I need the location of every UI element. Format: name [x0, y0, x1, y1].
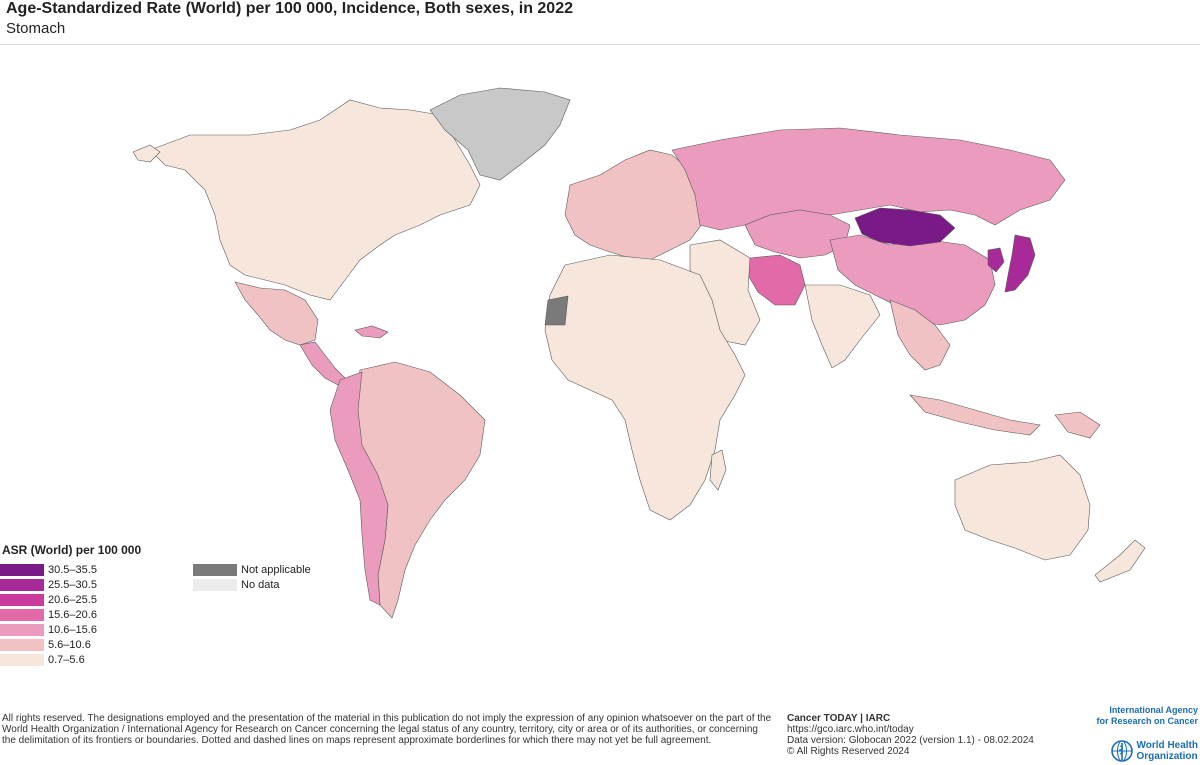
legend-label: Not applicable — [241, 563, 311, 576]
legend-row-5: 10.6–15.6 — [0, 623, 97, 636]
who-logo-text: World Health Organization — [1137, 740, 1198, 762]
legend-label: 5.6–10.6 — [48, 638, 91, 651]
legend-swatch — [0, 608, 44, 621]
iarc-logo-line-2: for Research on Cancer — [1096, 716, 1198, 726]
legend-row-6: 5.6–10.6 — [0, 638, 91, 651]
legend-swatch — [0, 638, 44, 651]
logos: International Agency for Research on Can… — [1096, 705, 1198, 763]
iarc-logo: International Agency for Research on Can… — [1096, 705, 1198, 727]
legend-swatch — [193, 578, 237, 591]
legend-row-2: 25.5–30.5 — [0, 578, 97, 591]
legend-swatch — [0, 563, 44, 576]
legend-label: 10.6–15.6 — [48, 623, 97, 636]
legend-label: No data — [241, 578, 280, 591]
world-map — [132, 87, 1146, 619]
legend-label: 15.6–20.6 — [48, 608, 97, 621]
region-caribbean — [354, 325, 389, 339]
footer-source: Cancer TODAY | IARC https://gco.iarc.who… — [787, 713, 1087, 757]
legend-row-4: 15.6–20.6 — [0, 608, 97, 621]
legend-swatch — [0, 653, 44, 666]
iarc-logo-line-1: International Agency — [1109, 705, 1198, 715]
region-mexico — [234, 281, 319, 346]
region-mongolia — [854, 207, 956, 247]
region-korea — [987, 247, 1005, 273]
legend-swatch — [0, 578, 44, 591]
source-url[interactable]: https://gco.iarc.who.int/today — [787, 724, 914, 735]
region-europe — [564, 149, 706, 261]
who-logo-line-2: Organization — [1136, 751, 1198, 762]
region-southeast-asia — [889, 299, 951, 371]
legend-swatch — [0, 593, 44, 606]
source-brand: Cancer TODAY | IARC — [787, 713, 891, 724]
legend-swatch — [193, 563, 237, 576]
region-central-america — [299, 341, 346, 386]
region-north-america — [149, 99, 481, 301]
region-western-sahara — [544, 295, 569, 326]
region-indonesia — [909, 394, 1041, 436]
region-japan — [1004, 234, 1036, 293]
region-alaska-west — [132, 144, 161, 163]
data-version: Data version: Globocan 2022 (version 1.1… — [787, 735, 1034, 746]
footer-disclaimer: All rights reserved. The designations em… — [2, 713, 772, 746]
legend: ASR (World) per 100 000 30.5–35.5 25.5–3… — [0, 543, 340, 668]
legend-row-3: 20.6–25.5 — [0, 593, 97, 606]
region-iran — [747, 254, 806, 306]
title-divider — [0, 44, 1200, 45]
legend-row-1: 30.5–35.5 — [0, 563, 97, 576]
legend-swatch — [0, 623, 44, 636]
legend-label: 30.5–35.5 — [48, 563, 97, 576]
region-africa — [544, 254, 746, 521]
legend-row-no-data: No data — [193, 578, 280, 591]
region-new-guinea — [1054, 411, 1101, 439]
legend-label: 20.6–25.5 — [48, 593, 97, 606]
legend-row-not-applicable: Not applicable — [193, 563, 311, 576]
region-australia — [954, 454, 1091, 561]
legend-row-7: 0.7–5.6 — [0, 653, 85, 666]
region-russia — [671, 127, 1066, 231]
region-greenland — [429, 87, 571, 181]
region-india — [804, 284, 881, 369]
region-south-america-west — [329, 371, 389, 606]
copyright: © All Rights Reserved 2024 — [787, 746, 910, 757]
legend-label: 0.7–5.6 — [48, 653, 85, 666]
map-title: Age-Standardized Rate (World) per 100 00… — [6, 0, 573, 17]
who-logo: World Health Organization — [1110, 740, 1198, 762]
legend-label: 25.5–30.5 — [48, 578, 97, 591]
region-madagascar — [709, 449, 727, 491]
legend-title: ASR (World) per 100 000 — [2, 543, 142, 557]
map-subtitle: Stomach — [6, 20, 66, 37]
who-logo-line-1: World Health — [1136, 740, 1198, 751]
who-emblem-icon — [1110, 740, 1133, 762]
region-new-zealand — [1094, 539, 1146, 583]
